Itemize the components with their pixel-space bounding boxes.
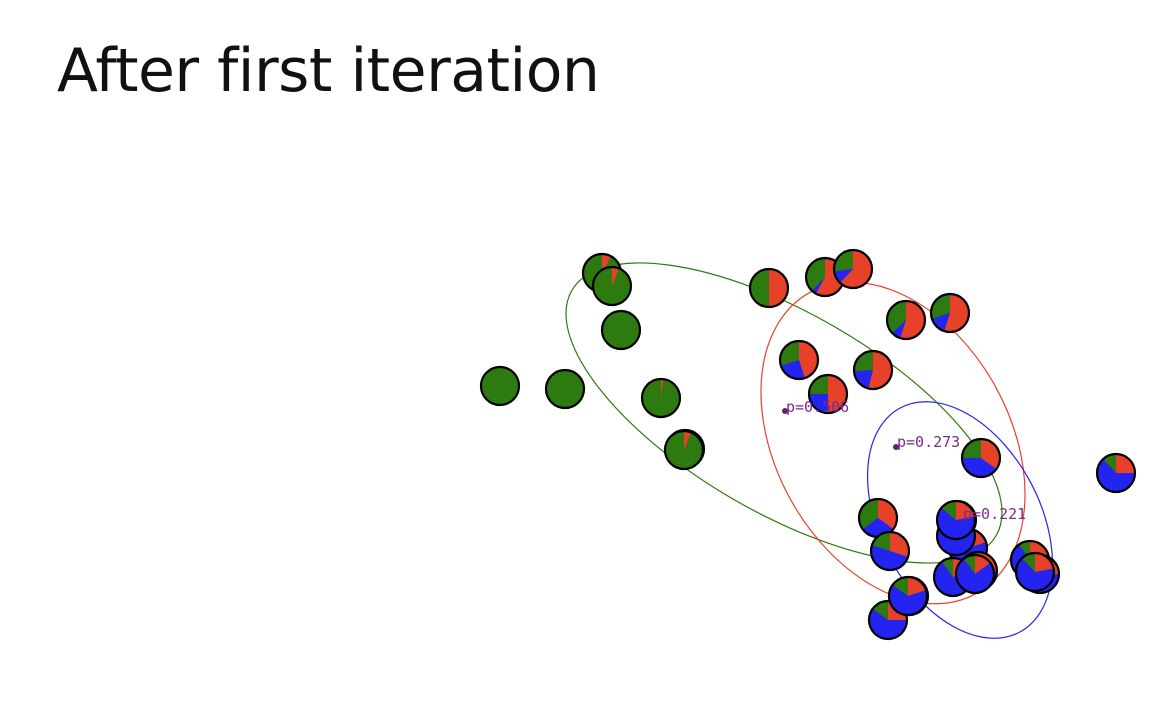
data-point-pie bbox=[748, 267, 790, 309]
pie-slice-blue bbox=[955, 558, 995, 593]
data-point-pie bbox=[929, 292, 971, 334]
data-point-pie bbox=[807, 373, 849, 415]
data-point-pie bbox=[1095, 452, 1137, 494]
cluster-centers bbox=[782, 408, 899, 450]
pie-slice-blue bbox=[962, 458, 997, 478]
slide-title: After first iteration bbox=[57, 36, 600, 106]
data-point-pie bbox=[479, 365, 521, 407]
data-point-pie bbox=[887, 575, 929, 617]
data-point-pie bbox=[640, 377, 682, 419]
pie-slice-blue bbox=[811, 277, 825, 294]
pie-slice-red bbox=[956, 501, 975, 520]
data-point-pie bbox=[935, 499, 977, 541]
pie-slice-red bbox=[890, 532, 909, 557]
cluster-ellipses bbox=[565, 262, 1054, 639]
pie-slice-red bbox=[868, 351, 893, 390]
pie-slice-red bbox=[908, 577, 927, 596]
data-point-pie bbox=[1014, 551, 1056, 593]
cluster-center-marker bbox=[782, 408, 788, 414]
pie-slice-blue bbox=[809, 394, 828, 413]
pie-slice-blue bbox=[1097, 459, 1135, 493]
data-points bbox=[479, 248, 1137, 641]
cluster-label-red: p=0.506 bbox=[786, 398, 849, 416]
pie-slice-red bbox=[661, 379, 664, 398]
data-point-pie bbox=[544, 368, 586, 410]
pie-slice-red bbox=[828, 375, 847, 413]
pie-slice-blue bbox=[869, 608, 907, 639]
data-point-pie bbox=[832, 248, 874, 290]
pie-slice-red bbox=[900, 301, 926, 339]
pie-slice-red bbox=[769, 269, 788, 307]
pie-slice-blue bbox=[834, 269, 853, 283]
data-point-pie bbox=[852, 349, 894, 391]
pie-slice-blue bbox=[889, 584, 928, 615]
cluster-labels: p=0.506 p=0.273 p=0.221 bbox=[786, 398, 1026, 523]
pie-slice-red bbox=[1035, 553, 1054, 572]
data-point-pie bbox=[954, 553, 996, 595]
cluster-center-marker bbox=[893, 444, 899, 450]
pie-slice-blue bbox=[854, 370, 873, 389]
pie-slice-blue bbox=[892, 320, 906, 339]
data-point-pie bbox=[591, 265, 633, 307]
pie-slice-blue bbox=[1016, 558, 1054, 591]
pie-slice-blue bbox=[931, 313, 950, 332]
data-point-pie bbox=[600, 309, 642, 351]
pie-slice-red bbox=[799, 341, 818, 379]
data-point-pie bbox=[869, 530, 911, 572]
data-point-pie bbox=[885, 299, 927, 341]
pie-slice-red bbox=[684, 431, 691, 450]
pie-slice-red bbox=[1116, 454, 1135, 473]
pie-slice-blue bbox=[937, 507, 975, 539]
data-point-pie bbox=[778, 339, 820, 381]
pie-slice-blue bbox=[871, 545, 909, 570]
data-point-pie bbox=[960, 437, 1002, 479]
pie-slice-red bbox=[944, 294, 969, 332]
data-point-pie bbox=[663, 429, 705, 471]
pie-slice-red bbox=[839, 250, 873, 288]
cluster-label-blue: p=0.273 bbox=[897, 433, 960, 451]
cluster-label-green: p=0.221 bbox=[963, 505, 1026, 523]
green-cluster-ellipse bbox=[565, 262, 1003, 564]
pie-slice-red bbox=[612, 267, 619, 286]
